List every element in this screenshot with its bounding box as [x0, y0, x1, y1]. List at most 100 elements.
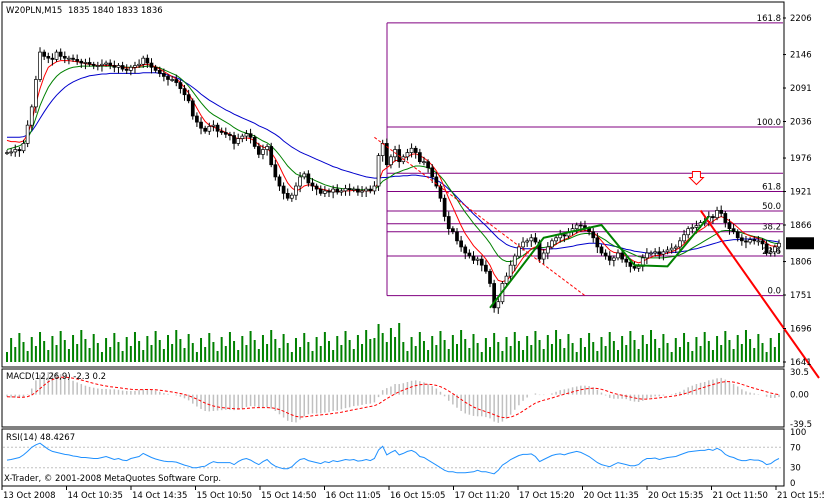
candle-body — [504, 275, 509, 284]
candle-body — [232, 135, 236, 144]
candle-body — [25, 124, 30, 144]
candle-body — [34, 79, 38, 108]
candle-body — [228, 133, 232, 136]
candle-body — [661, 251, 666, 255]
candle-body — [545, 246, 550, 254]
candle-body — [512, 255, 517, 266]
candle-body — [578, 224, 583, 227]
candle-body — [153, 66, 158, 71]
candle-body — [9, 151, 13, 154]
candle-body — [756, 240, 761, 243]
candle-body — [318, 188, 323, 194]
candle-body — [368, 188, 373, 192]
candle-body — [13, 149, 18, 153]
candle-body — [174, 79, 179, 83]
candle-body — [616, 252, 620, 259]
symbol-label: W20PLN,M15 — [6, 6, 62, 16]
price-tick-label: 2146 — [790, 51, 812, 61]
candle-body — [678, 240, 682, 248]
candle-body — [657, 251, 662, 255]
candle-body — [116, 65, 121, 68]
fib-level-label: 100.0 — [757, 118, 781, 128]
candle-body — [112, 65, 117, 68]
candle-body — [323, 190, 327, 194]
candle-body — [129, 66, 133, 71]
candle-body — [760, 240, 765, 245]
candle-body — [211, 124, 216, 127]
candle-body — [21, 143, 26, 152]
candle-body — [719, 210, 724, 214]
candle-body — [108, 62, 113, 66]
time-tick-label: 21 Oct 15:50 — [777, 491, 824, 501]
time-tick-label: 14 Oct 10:35 — [68, 491, 123, 501]
fib-level-label: 0.0 — [767, 287, 781, 297]
candle-body — [562, 234, 567, 237]
candle-body — [166, 76, 170, 80]
macd-label: MACD(12,26,9) -2.3 0.2 — [6, 372, 106, 382]
candle-body — [463, 246, 468, 254]
candle-body — [467, 252, 472, 257]
candle-body — [199, 121, 203, 129]
candle-body — [529, 237, 534, 242]
candle-body — [141, 57, 146, 65]
candle-body — [178, 82, 183, 89]
candle-body — [364, 188, 369, 192]
price-tick-label: 2206 — [790, 14, 812, 24]
macd-tick-label: -39.5 — [790, 420, 812, 430]
candle-body — [682, 234, 686, 242]
candle-body — [372, 185, 377, 192]
candle-body — [777, 242, 781, 248]
candle-body — [554, 237, 558, 242]
candle-body — [219, 130, 224, 133]
candle-body — [739, 237, 744, 242]
rsi-tick-label: 0 — [790, 479, 795, 489]
candle-body — [273, 164, 278, 178]
candle-body — [727, 222, 732, 230]
candle-body — [83, 62, 88, 64]
candle-body — [100, 63, 104, 66]
candle-body — [636, 266, 641, 269]
candle-body — [475, 258, 480, 261]
candle-body — [285, 192, 290, 199]
candle-body — [149, 62, 154, 68]
candle-body — [203, 127, 208, 132]
price-tick-label: 1696 — [790, 325, 812, 335]
candle-body — [595, 237, 600, 248]
candle-body — [137, 63, 141, 66]
candle-body — [327, 190, 331, 193]
candle-body — [170, 79, 174, 81]
price-tick-label: 1976 — [790, 154, 812, 164]
candle-body — [607, 255, 612, 261]
candle-body — [265, 146, 269, 150]
price-tick-label: 1921 — [790, 188, 812, 198]
candle-body — [735, 231, 740, 239]
candle-body — [773, 246, 777, 253]
candle-body — [38, 51, 42, 80]
candle-body — [67, 57, 71, 60]
candle-body — [281, 185, 286, 194]
candle-body — [58, 51, 63, 57]
candle-body — [426, 161, 430, 169]
candle-body — [145, 57, 150, 64]
candle-body — [339, 190, 344, 193]
candle-body — [54, 51, 59, 60]
candle-body — [298, 176, 302, 187]
candle-body — [628, 261, 633, 267]
candle-body — [290, 194, 294, 199]
candle-body — [430, 167, 435, 178]
fib-level-label: 38.2 — [762, 223, 781, 233]
zigzag-line — [489, 215, 710, 309]
candle-body — [496, 301, 501, 309]
candle-body — [574, 224, 579, 230]
candle-body — [479, 258, 484, 266]
candle-body — [451, 228, 455, 233]
candle-body — [343, 188, 348, 192]
candle-body — [405, 152, 410, 158]
price-tick-label: 1751 — [790, 291, 812, 301]
time-tick-label: 14 Oct 14:35 — [132, 491, 187, 501]
time-tick-label: 13 Oct 2008 — [3, 491, 56, 501]
candle-body — [413, 147, 418, 153]
candle-body — [261, 149, 265, 155]
candle-body — [195, 115, 199, 123]
